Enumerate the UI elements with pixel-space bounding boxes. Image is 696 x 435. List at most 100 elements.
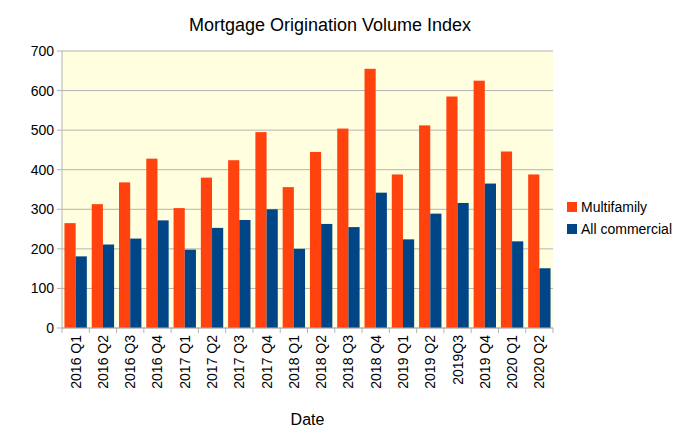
x-tick [334, 328, 335, 333]
bar [146, 159, 157, 328]
bar [474, 81, 485, 328]
y-tick [57, 248, 62, 249]
bar [267, 209, 278, 328]
legend-label: Multifamily [581, 199, 647, 215]
x-tick [116, 328, 117, 333]
y-tick [57, 169, 62, 170]
chart: 0 100 200 300 400 500 600 700 2016 Q1 2016 Q2 2016… [0, 0, 696, 435]
x-tick [280, 328, 281, 333]
bar [212, 228, 223, 328]
x-tick [252, 328, 253, 333]
x-tick [416, 328, 417, 333]
x-tick-label: 2018 Q4 [368, 335, 384, 389]
bar [157, 220, 168, 328]
bar [539, 268, 550, 328]
bars [64, 69, 550, 328]
x-tick-label: 2019 Q2 [422, 335, 438, 389]
x-tick-label: 2018 Q3 [340, 335, 356, 389]
y-tick-label: 500 [31, 122, 55, 138]
bar [64, 223, 75, 328]
x-tick [471, 328, 472, 333]
x-axis-label: Date [291, 411, 325, 428]
y-tick [57, 288, 62, 289]
x-tick-label: 2020 Q1 [504, 335, 520, 389]
x-tick [525, 328, 526, 333]
y-tick [57, 90, 62, 91]
x-tick [553, 328, 554, 333]
x-tick [143, 328, 144, 333]
bar [528, 174, 539, 328]
bar [321, 224, 332, 328]
bar [283, 187, 294, 328]
bar [294, 249, 305, 328]
bar [348, 227, 359, 328]
x-tick [307, 328, 308, 333]
x-tick-label: 2017 Q4 [259, 335, 275, 389]
x-tick [498, 328, 499, 333]
x-tick-label: 2017 Q3 [231, 335, 247, 389]
legend-label: All commercial [581, 221, 672, 237]
bar [419, 125, 430, 328]
x-tick-label: 2017 Q1 [177, 335, 193, 389]
bar [485, 184, 496, 328]
x-tick [225, 328, 226, 333]
bar [365, 69, 376, 328]
y-tick-label: 700 [31, 43, 55, 59]
bar [130, 239, 141, 328]
bar [103, 245, 114, 328]
grid-line [62, 51, 553, 52]
bar [392, 174, 403, 328]
bar [337, 129, 348, 328]
x-tick-label: 2019 Q1 [395, 335, 411, 389]
y-tick-label: 300 [31, 201, 55, 217]
bar [201, 178, 212, 328]
y-tick [57, 51, 62, 52]
x-tick [89, 328, 90, 333]
bar [310, 152, 321, 328]
y-tick [57, 130, 62, 131]
y-tick-label: 0 [46, 320, 54, 336]
bar [512, 241, 523, 328]
bar [239, 220, 250, 328]
y-tick-label: 200 [31, 241, 55, 257]
y-tick [57, 328, 62, 329]
x-tick [443, 328, 444, 333]
x-tick-label: 2016 Q2 [95, 335, 111, 389]
x-tick [62, 328, 63, 333]
bar [501, 152, 512, 328]
bar [228, 160, 239, 328]
bar [185, 250, 196, 328]
bar [76, 256, 87, 328]
y-tick-label: 400 [31, 162, 55, 178]
y-tick-label: 600 [31, 83, 55, 99]
bar [92, 204, 103, 328]
bar [119, 182, 130, 328]
bar [255, 132, 266, 328]
bar [376, 193, 387, 328]
bar [174, 208, 185, 328]
x-tick-label: 2016 Q4 [149, 335, 165, 389]
legend-swatch [567, 202, 577, 212]
plot-area [62, 51, 553, 328]
y-tick [57, 209, 62, 210]
y-axis [62, 51, 63, 328]
x-tick-label: 2019 Q4 [477, 335, 493, 389]
x-tick [198, 328, 199, 333]
x-tick-label: 2018 Q2 [313, 335, 329, 389]
x-tick-label: 2016 Q1 [68, 335, 84, 389]
x-tick-label: 2019Q3 [450, 335, 466, 385]
legend-swatch [567, 224, 577, 234]
x-tick [362, 328, 363, 333]
x-tick-label: 2018 Q1 [286, 335, 302, 389]
bar [430, 214, 441, 328]
title: Mortgage Origination Volume Index [189, 15, 471, 35]
y-tick-label: 100 [31, 280, 55, 296]
bar [458, 203, 469, 328]
x-tick-label: 2016 Q3 [122, 335, 138, 389]
bar [403, 239, 414, 328]
x-tick [389, 328, 390, 333]
x-tick-label: 2020 Q2 [531, 335, 547, 389]
bar [446, 97, 457, 328]
x-tick-label: 2017 Q2 [204, 335, 220, 389]
x-tick [171, 328, 172, 333]
